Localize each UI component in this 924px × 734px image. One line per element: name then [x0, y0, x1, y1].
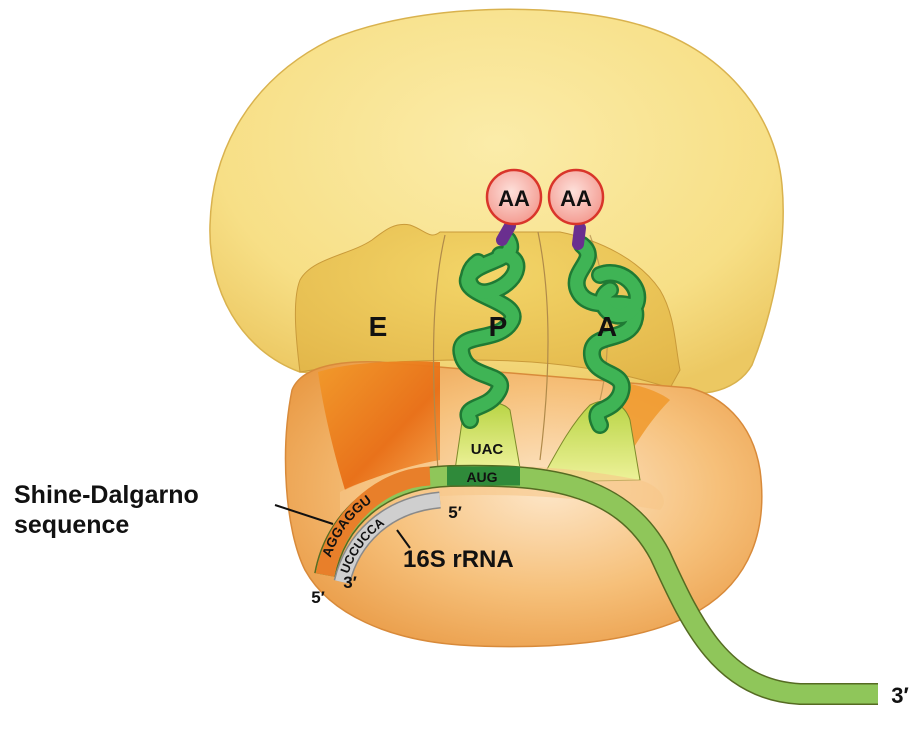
rrna-leader: [396, 529, 411, 549]
amino-acid-a-label: AA: [560, 186, 592, 211]
shine-dalgarno-label: Shine-Dalgarno sequence: [14, 480, 199, 540]
codon-label: AUG: [466, 469, 497, 485]
site-e-label: E: [369, 311, 388, 342]
codon-5prime-label: 5′: [448, 503, 462, 522]
site-divider-middle: [537, 231, 549, 461]
linker-a: [572, 222, 586, 250]
mrna-5prime-label: 5′: [311, 588, 325, 607]
trna-a-coil-highlight: [570, 238, 644, 432]
rrna-label: 16S rRNA: [403, 546, 514, 573]
site-divider-left: [432, 234, 446, 471]
shine-dalgarno-label-line1: Shine-Dalgarno: [14, 481, 199, 509]
small-subunit-cleft: [318, 361, 440, 490]
rrna-strand-fill: [335, 493, 441, 584]
trna-p-coil-highlight: [454, 233, 523, 427]
mrna-3prime-label: 3′: [891, 683, 909, 708]
site-p-label: P: [489, 311, 508, 342]
amino-acid-p-label: AA: [498, 186, 530, 211]
anticodon-label: UAC: [471, 441, 504, 458]
amino-acid-p: [485, 168, 543, 226]
site-a-label: A: [597, 311, 617, 342]
shine-dalgarno-label-line2: sequence: [14, 511, 130, 539]
shine-dalgarno-mrna-region: [315, 466, 431, 578]
rrna-3prime-label: 3′: [343, 573, 357, 592]
amino-acid-a: [547, 168, 605, 226]
linker-p: [496, 220, 516, 246]
shine-dalgarno-leader: [274, 504, 334, 525]
